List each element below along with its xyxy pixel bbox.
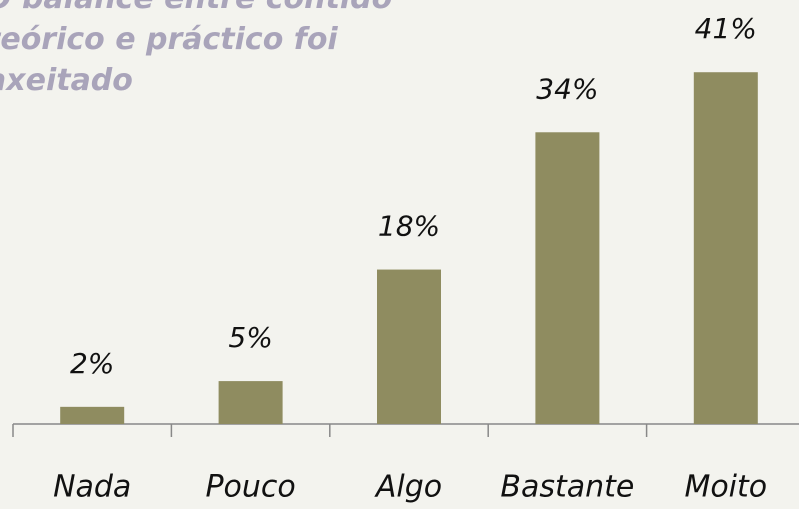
value-label: 5% [228,321,272,354]
chart-title: O balance entre contido teórico e prácti… [0,0,392,98]
value-label: 2% [70,347,114,380]
bar [60,406,125,424]
x-tick-label: Pouco [205,470,295,505]
x-tick-label: Moito [684,470,767,505]
value-label: 18% [378,210,440,243]
bar [218,381,283,424]
bar [535,132,600,424]
x-tick-label: Nada [53,470,131,505]
x-tick-label: Bastante [500,470,634,505]
value-label: 41% [695,12,757,45]
x-tick-label: Algo [374,470,442,505]
bar [377,269,441,424]
value-label: 34% [536,72,598,105]
bar [693,72,758,424]
